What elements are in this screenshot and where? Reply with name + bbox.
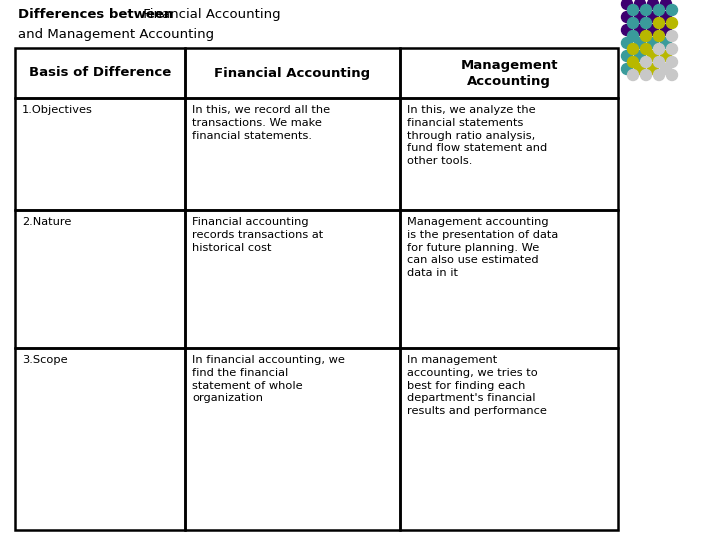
Text: Financial accounting
records transactions at
historical cost: Financial accounting records transaction… <box>192 217 323 253</box>
Circle shape <box>660 24 672 36</box>
Circle shape <box>621 51 632 62</box>
Circle shape <box>660 64 672 75</box>
Circle shape <box>667 17 678 29</box>
Circle shape <box>634 51 646 62</box>
Circle shape <box>621 0 632 10</box>
Circle shape <box>654 44 665 55</box>
Text: In financial accounting, we
find the financial
statement of whole
organization: In financial accounting, we find the fin… <box>192 355 345 403</box>
Circle shape <box>634 24 646 36</box>
Circle shape <box>621 11 632 23</box>
Text: Management accounting
is the presentation of data
for future planning. We
can al: Management accounting is the presentatio… <box>407 217 558 278</box>
Text: In this, we record all the
transactions. We make
financial statements.: In this, we record all the transactions.… <box>192 105 330 140</box>
Text: 2.Nature: 2.Nature <box>22 217 71 227</box>
Circle shape <box>660 11 672 23</box>
Circle shape <box>660 51 672 62</box>
Text: Financial Accounting: Financial Accounting <box>139 8 281 21</box>
Circle shape <box>654 30 665 42</box>
Circle shape <box>667 44 678 55</box>
Circle shape <box>641 4 652 16</box>
Bar <box>185 98 400 210</box>
Circle shape <box>660 37 672 49</box>
Bar <box>400 210 618 348</box>
Circle shape <box>647 11 659 23</box>
Circle shape <box>628 44 639 55</box>
Circle shape <box>654 17 665 29</box>
Circle shape <box>628 4 639 16</box>
Bar <box>185 348 400 530</box>
Bar <box>185 48 400 98</box>
Circle shape <box>621 37 632 49</box>
Circle shape <box>641 57 652 68</box>
Circle shape <box>654 57 665 68</box>
Text: 3.Scope: 3.Scope <box>22 355 68 365</box>
Bar <box>185 210 400 348</box>
Circle shape <box>628 70 639 80</box>
Text: In management
accounting, we tries to
best for finding each
department's financi: In management accounting, we tries to be… <box>407 355 547 416</box>
Circle shape <box>621 24 632 36</box>
Text: In this, we analyze the
financial statements
through ratio analysis,
fund flow s: In this, we analyze the financial statem… <box>407 105 547 166</box>
Circle shape <box>641 70 652 80</box>
Text: and Management Accounting: and Management Accounting <box>18 28 214 41</box>
Circle shape <box>667 57 678 68</box>
Circle shape <box>641 30 652 42</box>
Circle shape <box>647 64 659 75</box>
Bar <box>400 98 618 210</box>
Bar <box>400 348 618 530</box>
Circle shape <box>634 37 646 49</box>
Circle shape <box>647 24 659 36</box>
Bar <box>15 210 185 348</box>
Circle shape <box>654 70 665 80</box>
Circle shape <box>634 0 646 10</box>
Text: Differences between: Differences between <box>18 8 174 21</box>
Circle shape <box>667 30 678 42</box>
Text: Financial Accounting: Financial Accounting <box>215 66 371 79</box>
Circle shape <box>647 51 659 62</box>
Circle shape <box>647 37 659 49</box>
Circle shape <box>667 70 678 80</box>
Bar <box>400 48 618 98</box>
Circle shape <box>647 0 659 10</box>
Circle shape <box>641 17 652 29</box>
Bar <box>15 98 185 210</box>
Circle shape <box>667 4 678 16</box>
Text: Basis of Difference: Basis of Difference <box>29 66 171 79</box>
Circle shape <box>628 57 639 68</box>
Circle shape <box>634 64 646 75</box>
Bar <box>15 348 185 530</box>
Text: 1.Objectives: 1.Objectives <box>22 105 93 115</box>
Bar <box>15 48 185 98</box>
Circle shape <box>654 4 665 16</box>
Circle shape <box>628 30 639 42</box>
Circle shape <box>660 0 672 10</box>
Text: Management
Accounting: Management Accounting <box>460 58 558 87</box>
Circle shape <box>641 44 652 55</box>
Circle shape <box>621 64 632 75</box>
Circle shape <box>634 11 646 23</box>
Circle shape <box>628 17 639 29</box>
